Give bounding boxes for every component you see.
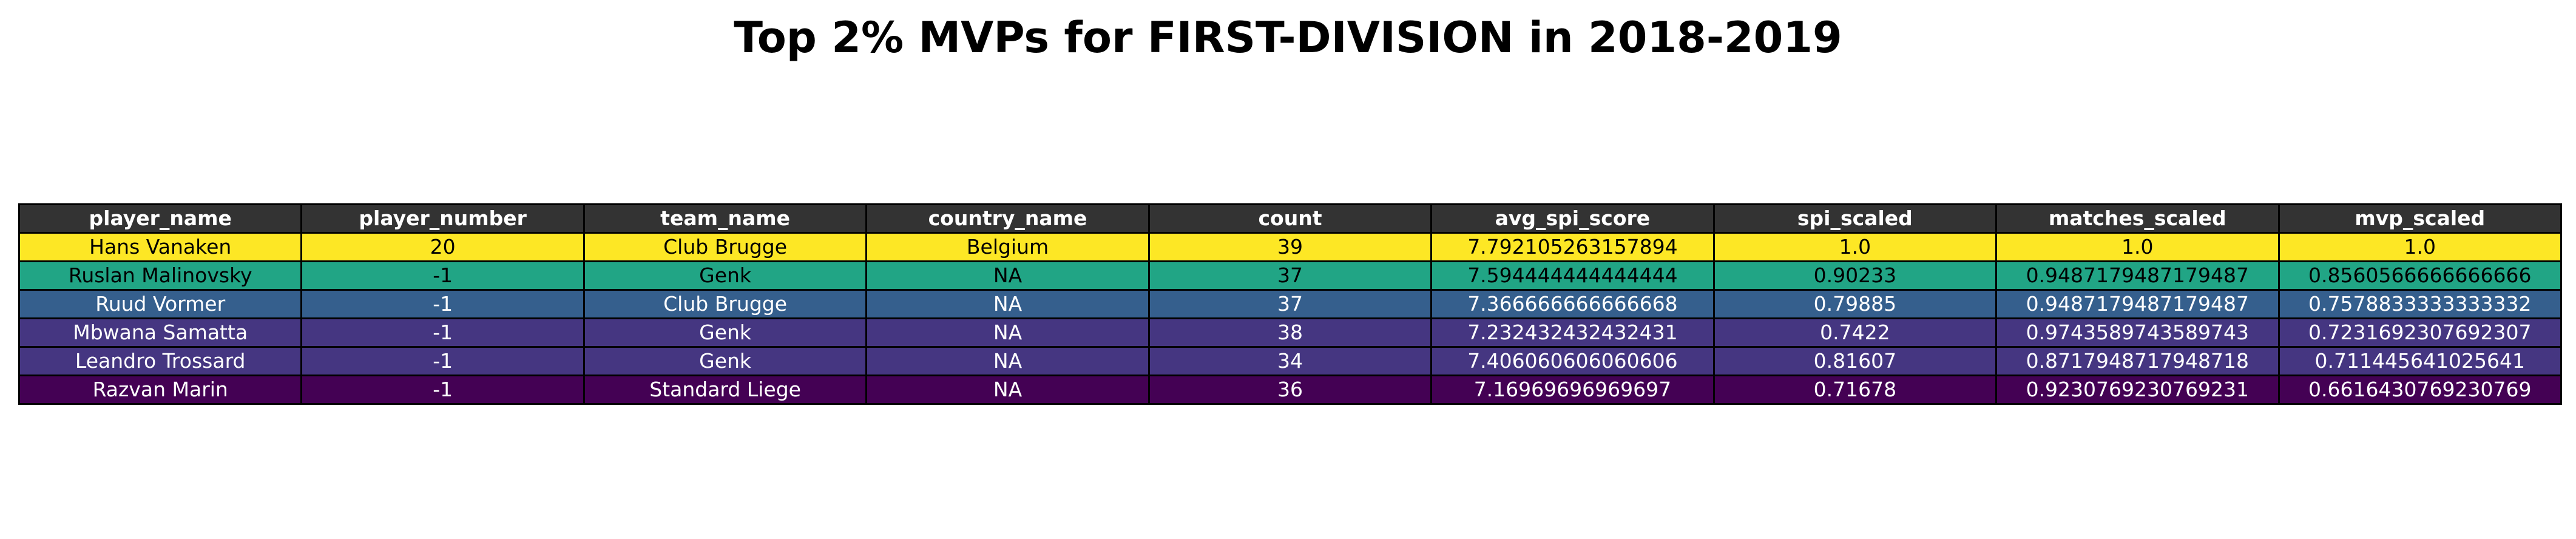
table-cell-country-name: NA xyxy=(865,375,1150,405)
table-cell-mvp-scaled: 0.6616430769230769 xyxy=(2277,375,2562,405)
table-cell-count: 34 xyxy=(1148,346,1433,376)
table-cell-spi-scaled: 0.90233 xyxy=(1712,260,1998,291)
table-cell-avg-spi-score: 7.16969696969697 xyxy=(1430,375,1715,405)
table-cell-avg-spi-score: 7.232432432432431 xyxy=(1430,317,1715,348)
table-cell-player-name: Mbwana Samatta xyxy=(18,317,303,348)
table-cell-count: 39 xyxy=(1148,232,1433,262)
table-cell-team-name: Genk xyxy=(583,317,868,348)
table-cell-country-name: Belgium xyxy=(865,232,1150,262)
column-header-avg-spi-score: avg_spi_score xyxy=(1430,203,1715,234)
table-cell-team-name: Club Brugge xyxy=(583,289,868,319)
table-cell-spi-scaled: 0.71678 xyxy=(1712,375,1998,405)
table-cell-player-name: Ruslan Malinovsky xyxy=(18,260,303,291)
table-row: Ruslan Malinovsky -1 Genk NA 37 7.59444444444… xyxy=(18,260,2562,291)
table-row: Razvan Marin -1 Standard Liege NA 36 7.169696… xyxy=(18,375,2562,405)
table-cell-matches-scaled: 0.9230769230769231 xyxy=(1995,375,2280,405)
table-cell-player-number: -1 xyxy=(300,289,585,319)
table-cell-matches-scaled: 0.9743589743589743 xyxy=(1995,317,2280,348)
table-cell-player-name: Razvan Marin xyxy=(18,375,303,405)
table-cell-player-name: Hans Vanaken xyxy=(18,232,303,262)
table-cell-matches-scaled: 0.8717948717948718 xyxy=(1995,346,2280,376)
table-cell-avg-spi-score: 7.406060606060606 xyxy=(1430,346,1715,376)
table-cell-avg-spi-score: 7.792105263157894 xyxy=(1430,232,1715,262)
table-row: Hans Vanaken 20 Club Brugge Belgium 39 7.7921… xyxy=(18,232,2562,262)
table-cell-avg-spi-score: 7.594444444444444 xyxy=(1430,260,1715,291)
table-cell-matches-scaled: 0.9487179487179487 xyxy=(1995,260,2280,291)
column-header-count: count xyxy=(1148,203,1433,234)
table-cell-avg-spi-score: 7.366666666666668 xyxy=(1430,289,1715,319)
table-cell-player-number: -1 xyxy=(300,317,585,348)
table-cell-player-number: 20 xyxy=(300,232,585,262)
table-cell-mvp-scaled: 0.7231692307692307 xyxy=(2277,317,2562,348)
table-cell-spi-scaled: 0.81607 xyxy=(1712,346,1998,376)
column-header-player-name: player_name xyxy=(18,203,303,234)
table-cell-player-name: Ruud Vormer xyxy=(18,289,303,319)
table-cell-mvp-scaled: 0.7578833333333332 xyxy=(2277,289,2562,319)
table-cell-team-name: Standard Liege xyxy=(583,375,868,405)
table-cell-count: 37 xyxy=(1148,260,1433,291)
table-cell-country-name: NA xyxy=(865,346,1150,376)
table-cell-count: 38 xyxy=(1148,317,1433,348)
table-cell-mvp-scaled: 0.711445641025641 xyxy=(2277,346,2562,376)
table-body: Hans Vanaken 20 Club Brugge Belgium 39 7.7921… xyxy=(18,232,2562,405)
table-cell-count: 37 xyxy=(1148,289,1433,319)
table-cell-player-name: Leandro Trossard xyxy=(18,346,303,376)
table-cell-mvp-scaled: 0.8560566666666666 xyxy=(2277,260,2562,291)
table-cell-spi-scaled: 0.7422 xyxy=(1712,317,1998,348)
table-cell-country-name: NA xyxy=(865,260,1150,291)
table-cell-country-name: NA xyxy=(865,317,1150,348)
table-cell-matches-scaled: 0.9487179487179487 xyxy=(1995,289,2280,319)
mvp-table: player_name player_number team_name country… xyxy=(18,203,2562,405)
table-cell-team-name: Club Brugge xyxy=(583,232,868,262)
table-cell-team-name: Genk xyxy=(583,260,868,291)
column-header-mvp-scaled: mvp_scaled xyxy=(2277,203,2562,234)
column-header-spi-scaled: spi_scaled xyxy=(1712,203,1998,234)
column-header-country-name: country_name xyxy=(865,203,1150,234)
column-header-matches-scaled: matches_scaled xyxy=(1995,203,2280,234)
table-cell-player-number: -1 xyxy=(300,260,585,291)
table-cell-player-number: -1 xyxy=(300,375,585,405)
chart-title: Top 2% MVPs for FIRST-DIVISION in 2018-2… xyxy=(734,13,1842,63)
table-cell-spi-scaled: 0.79885 xyxy=(1712,289,1998,319)
table-cell-spi-scaled: 1.0 xyxy=(1712,232,1998,262)
column-header-team-name: team_name xyxy=(583,203,868,234)
column-header-player-number: player_number xyxy=(300,203,585,234)
table-cell-team-name: Genk xyxy=(583,346,868,376)
table-cell-matches-scaled: 1.0 xyxy=(1995,232,2280,262)
table-cell-player-number: -1 xyxy=(300,346,585,376)
table-cell-country-name: NA xyxy=(865,289,1150,319)
table-row: Ruud Vormer -1 Club Brugge NA 37 7.3666666666… xyxy=(18,289,2562,319)
table-header-row: player_name player_number team_name country… xyxy=(18,203,2562,234)
table-cell-mvp-scaled: 1.0 xyxy=(2277,232,2562,262)
table-cell-count: 36 xyxy=(1148,375,1433,405)
table-row: Leandro Trossard -1 Genk NA 34 7.406060606060… xyxy=(18,346,2562,376)
table-row: Mbwana Samatta -1 Genk NA 38 7.23243243243243… xyxy=(18,317,2562,348)
